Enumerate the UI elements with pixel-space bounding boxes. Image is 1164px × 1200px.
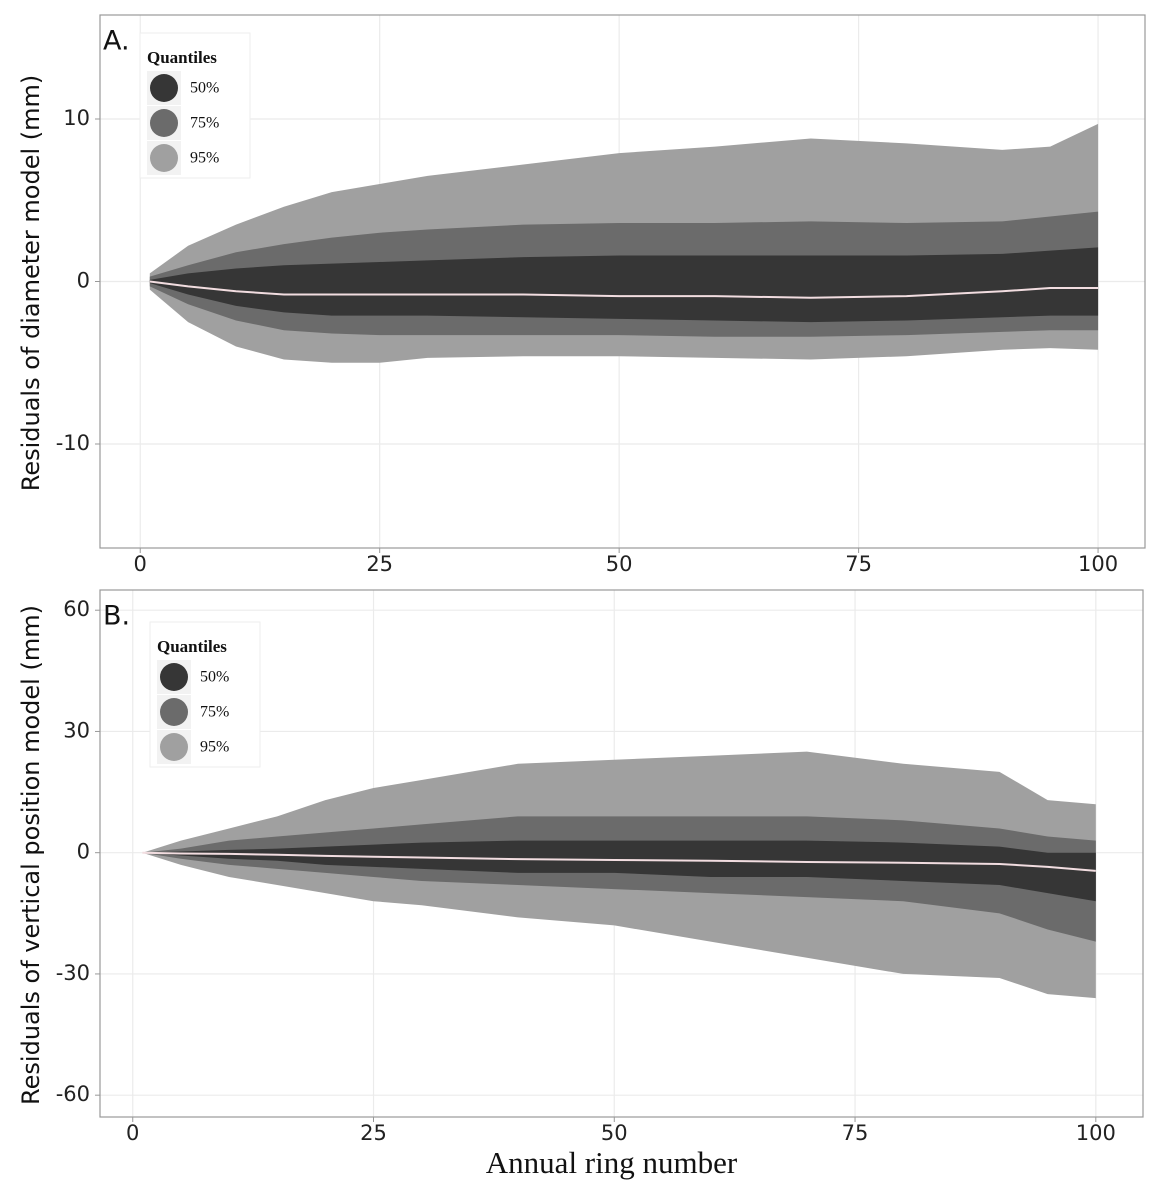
legend-swatch <box>150 109 178 137</box>
legend-label: 50% <box>190 80 219 97</box>
panel: -60 -30 0 30 60 0 25 50 75 100 B. Residuals of vert… <box>17 589 1144 1180</box>
legend: Quantiles 50% 75% 95% <box>149 621 261 768</box>
x-tick-label: 50 <box>606 552 633 576</box>
legend-swatch <box>160 733 188 761</box>
legend-swatch <box>160 663 188 691</box>
median-line <box>149 280 1099 299</box>
y-axis-title: Residuals of diameter model (mm) <box>17 75 45 492</box>
y-tick-label: 0 <box>77 269 90 293</box>
x-tick-label: 25 <box>360 1121 387 1145</box>
y-tick-label: -10 <box>56 431 90 455</box>
legend-label: 50% <box>200 669 229 686</box>
quantile-band <box>149 247 1099 323</box>
x-tick-label: 25 <box>366 552 393 576</box>
legend-swatch <box>150 74 178 102</box>
legend-label: 75% <box>200 704 229 721</box>
panel-label: A. <box>103 26 130 57</box>
legend-label: 95% <box>190 150 219 167</box>
x-tick-label: 75 <box>842 1121 869 1145</box>
legend-title: Quantiles <box>157 637 227 656</box>
panel-label: B. <box>103 601 130 632</box>
plot-border <box>99 589 1144 1118</box>
quantile-band <box>142 840 1096 902</box>
y-tick-label: 10 <box>63 106 90 130</box>
legend-swatch <box>160 698 188 726</box>
legend: Quantiles 50% 75% 95% <box>139 32 251 179</box>
x-tick-label: 50 <box>601 1121 628 1145</box>
legend-label: 75% <box>190 115 219 132</box>
y-tick-label: 60 <box>63 597 90 621</box>
x-tick-label: 0 <box>126 1121 139 1145</box>
legend-title: Quantiles <box>147 48 217 67</box>
legend-label: 95% <box>200 739 229 756</box>
x-axis-title: Annual ring number <box>486 1145 738 1180</box>
y-tick-label: 30 <box>63 718 90 742</box>
x-tick-label: 100 <box>1076 1121 1116 1145</box>
plot-border <box>99 14 1146 549</box>
y-tick-label: -30 <box>56 961 90 985</box>
y-tick-label: -60 <box>56 1082 90 1106</box>
x-tick-label: 0 <box>134 552 147 576</box>
legend-swatch <box>150 144 178 172</box>
y-axis-title: Residuals of vertical position model (mm… <box>17 605 45 1105</box>
median-line <box>142 851 1096 872</box>
y-tick-label: 0 <box>77 840 90 864</box>
x-tick-label: 75 <box>845 552 872 576</box>
x-tick-label: 100 <box>1078 552 1118 576</box>
